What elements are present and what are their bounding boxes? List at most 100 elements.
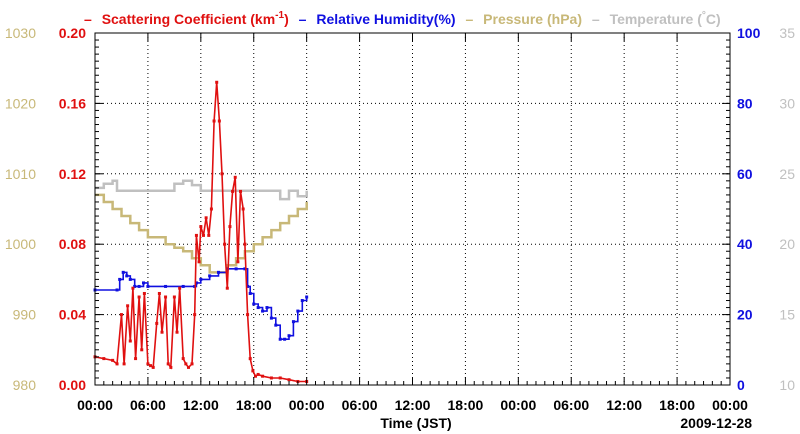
- scattering-coefficient-point: [160, 330, 164, 334]
- scattering-tick-label: 0.08: [59, 236, 86, 252]
- scattering-coefficient-point: [181, 357, 185, 361]
- legend-temperature: Temperature (: [610, 11, 703, 27]
- relative-humidity-point: [291, 320, 295, 324]
- x-tick-label: 12:00: [183, 397, 219, 413]
- scattering-coefficient-point: [184, 362, 188, 366]
- legend-dash-humidity: –: [299, 11, 307, 27]
- x-tick-label: 18:00: [448, 397, 484, 413]
- scattering-coefficient-point: [254, 374, 258, 378]
- scattering-coefficient-point: [251, 369, 255, 373]
- scattering-coefficient-point: [140, 348, 144, 352]
- scattering-coefficient-point: [217, 119, 221, 123]
- scattering-coefficient-point: [190, 362, 194, 366]
- relative-humidity-point: [133, 284, 137, 288]
- legend-temperature-close: C): [706, 11, 721, 27]
- scattering-coefficient-point: [164, 295, 168, 299]
- relative-humidity-point: [146, 284, 150, 288]
- scattering-coefficient-point: [131, 286, 135, 290]
- legend: – Scattering Coefficient (km-1) – Relati…: [84, 10, 721, 27]
- relative-humidity-point: [234, 267, 238, 271]
- relative-humidity-point: [137, 284, 141, 288]
- relative-humidity-point: [261, 309, 265, 313]
- relative-humidity-point: [199, 277, 203, 281]
- pressure-tick-label: 1030: [5, 25, 36, 41]
- grid: [95, 33, 730, 385]
- scattering-coefficient-point: [207, 233, 211, 237]
- scattering-coefficient-point: [122, 362, 126, 366]
- legend-humidity: Relative Humidity(%): [316, 11, 455, 27]
- relative-humidity-point: [142, 281, 146, 285]
- scattering-coefficient-point: [241, 207, 245, 211]
- x-tick-label: 18:00: [659, 397, 695, 413]
- left-axis-labels: 980 990 1000 1010 1020 1030 0.00 0.04 0.08 0.12 0.…: [5, 25, 86, 393]
- scattering-coefficient-point: [236, 260, 240, 264]
- relative-humidity-point: [246, 284, 250, 288]
- scattering-coefficient-point: [209, 207, 213, 211]
- x-tick-label: 18:00: [236, 397, 272, 413]
- scattering-coefficient-point: [243, 242, 247, 246]
- scattering-tick-label: 0.00: [59, 377, 86, 393]
- legend-dash-temperature: –: [592, 11, 600, 27]
- x-axis-labels: 00:00 06:00 12:00 18:00 00:00 06:00 12:00 18:00…: [77, 397, 748, 413]
- scattering-coefficient-point: [115, 362, 119, 366]
- legend-scattering: Scattering Coefficient (km: [102, 11, 275, 27]
- scattering-coefficient-point: [175, 330, 179, 334]
- scattering-coefficient-point: [149, 364, 153, 368]
- relative-humidity-point: [194, 281, 198, 285]
- scattering-tick-label: 0.12: [59, 166, 86, 182]
- relative-humidity-point: [121, 270, 125, 274]
- humidity-tick-label: 20: [737, 307, 753, 323]
- scattering-coefficient-line: [94, 82, 307, 383]
- humidity-tick-label: 80: [737, 95, 753, 111]
- scattering-coefficient-point: [128, 339, 132, 343]
- legend-temperature-deg: °: [702, 10, 706, 21]
- scattering-tick-label: 0.20: [59, 25, 86, 41]
- scattering-coefficient-point: [246, 313, 250, 317]
- scattering-tick-label: 0.16: [59, 95, 86, 111]
- relative-humidity-point: [296, 309, 300, 313]
- relative-humidity-point: [265, 306, 269, 310]
- scattering-coefficient-point: [142, 291, 146, 295]
- relative-humidity-point: [216, 270, 220, 274]
- temperature-tick-label: 30: [779, 95, 795, 111]
- scattering-coefficient-point: [239, 189, 243, 193]
- scattering-coefficient-point: [126, 304, 130, 308]
- x-tick-label: 00:00: [77, 397, 113, 413]
- scattering-coefficient-point: [269, 376, 273, 380]
- relative-humidity-point: [208, 274, 212, 278]
- scattering-coefficient-point: [197, 260, 201, 264]
- scattering-coefficient-point: [111, 358, 115, 362]
- x-tick-label: 00:00: [500, 397, 536, 413]
- pressure-tick-label: 990: [13, 307, 37, 323]
- relative-humidity-point: [256, 306, 260, 310]
- relative-humidity-point: [269, 316, 273, 320]
- x-axis-title: Time (JST): [380, 415, 451, 431]
- relative-humidity-point: [283, 337, 287, 341]
- scattering-coefficient-point: [102, 357, 106, 361]
- scattering-coefficient-point: [220, 172, 224, 176]
- relative-humidity-point: [115, 288, 119, 292]
- legend-scattering-close: ): [284, 11, 289, 27]
- relative-humidity-point: [243, 267, 247, 271]
- x-tick-label: 00:00: [289, 397, 325, 413]
- x-tick-label: 12:00: [606, 397, 642, 413]
- legend-dash-pressure: –: [465, 11, 473, 27]
- relative-humidity-point: [125, 274, 129, 278]
- x-tick-label: 00:00: [712, 397, 748, 413]
- x-tick-label: 06:00: [342, 397, 378, 413]
- legend-pressure: Pressure (hPa): [483, 11, 582, 27]
- temperature-tick-label: 15: [779, 307, 795, 323]
- relative-humidity-point: [181, 284, 185, 288]
- scattering-coefficient-point: [146, 362, 150, 366]
- temperature-tick-label: 10: [779, 377, 795, 393]
- scattering-coefficient-point: [172, 295, 176, 299]
- scattering-coefficient-point: [223, 242, 227, 246]
- x-tick-label: 06:00: [130, 397, 166, 413]
- humidity-tick-label: 0: [737, 377, 745, 393]
- date-label: 2009-12-28: [680, 415, 752, 431]
- relative-humidity-point: [287, 334, 291, 338]
- scattering-coefficient-point: [169, 365, 173, 369]
- relative-humidity-point: [252, 302, 256, 306]
- pressure-tick-label: 980: [13, 377, 37, 393]
